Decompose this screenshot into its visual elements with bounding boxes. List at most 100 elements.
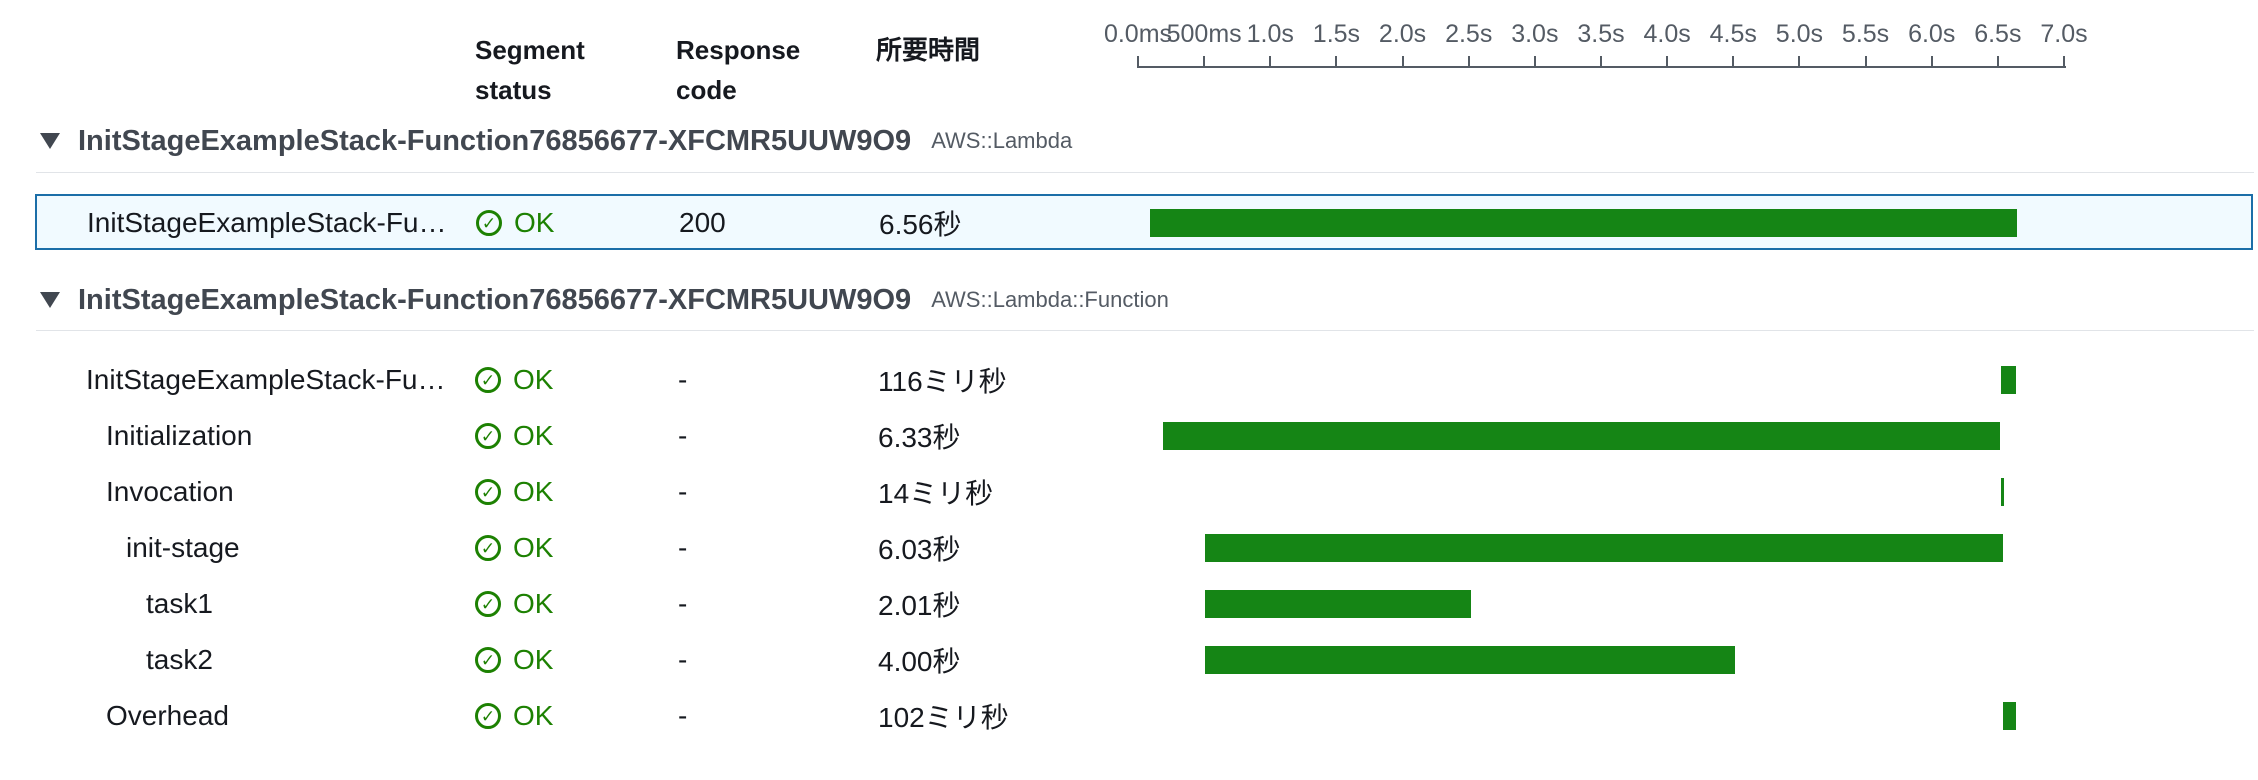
segment-name-cell: task1 bbox=[146, 577, 461, 631]
axis-tick bbox=[1798, 56, 1801, 68]
duration: 6.33秒 bbox=[878, 422, 961, 453]
timeline-bar[interactable] bbox=[1163, 422, 2001, 450]
check-circle-icon: ✓ bbox=[475, 647, 501, 673]
axis-tick-label: 2.5s bbox=[1445, 20, 1493, 48]
segment-name-cell: init-stage bbox=[126, 521, 461, 575]
response-code: - bbox=[678, 700, 688, 731]
timeline-bar[interactable] bbox=[1205, 590, 1472, 618]
status-text: OK bbox=[514, 207, 555, 238]
group-divider bbox=[36, 172, 2254, 173]
segment-name: task1 bbox=[146, 588, 213, 619]
axis-tick-label: 0.0ms bbox=[1103, 20, 1173, 48]
timeline-bar[interactable] bbox=[1205, 534, 2004, 562]
trace-segment-row[interactable]: init-stage ✓ OK - 6.03秒 bbox=[36, 521, 2254, 575]
status-text: OK bbox=[513, 420, 554, 451]
segment-name: task2 bbox=[146, 644, 213, 675]
check-circle-icon: ✓ bbox=[475, 703, 501, 729]
segment-name: Invocation bbox=[106, 476, 234, 507]
trace-segment-row[interactable]: Invocation ✓ OK - 14ミリ秒 bbox=[36, 465, 2254, 519]
axis-tick bbox=[1666, 56, 1669, 68]
segment-name: Initialization bbox=[106, 420, 253, 451]
duration: 6.56秒 bbox=[879, 209, 962, 240]
group-name: InitStageExampleStack-Function76856677-X… bbox=[78, 283, 912, 316]
segment-status-cell: ✓ OK bbox=[475, 353, 553, 407]
check-circle-icon: ✓ bbox=[475, 479, 501, 505]
segment-status-cell: ✓ OK bbox=[475, 577, 553, 631]
segment-status-cell: ✓ OK bbox=[475, 633, 553, 687]
segment-status-cell: ✓ OK bbox=[476, 196, 554, 250]
axis-tick bbox=[1930, 56, 1933, 68]
axis-tick-label: 3.0s bbox=[1511, 20, 1559, 48]
response-code-header-line2: code bbox=[676, 75, 737, 105]
timeline-bar[interactable] bbox=[2000, 366, 2017, 394]
segment-status-header-line1: Segment bbox=[475, 35, 585, 65]
segment-group-lambda: InitStageExampleStack-Function76856677-X… bbox=[40, 117, 1072, 165]
segment-name-cell: Initialization bbox=[106, 409, 461, 463]
segment-name-cell: Invocation bbox=[106, 465, 461, 519]
segment-name: InitStageExampleStack-Func… bbox=[87, 207, 462, 238]
axis-tick-label: 5.0s bbox=[1775, 20, 1824, 48]
check-circle-icon: ✓ bbox=[475, 535, 501, 561]
axis-tick bbox=[1600, 56, 1602, 68]
response-code: - bbox=[678, 420, 688, 451]
column-header-segment-status[interactable]: Segment status bbox=[475, 30, 585, 110]
trace-segment-row[interactable]: task1 ✓ OK - 2.01秒 bbox=[36, 577, 2254, 631]
axis-tick bbox=[1467, 56, 1470, 68]
segment-status-cell: ✓ OK bbox=[475, 521, 553, 575]
segment-name: Overhead bbox=[106, 700, 229, 731]
trace-segment-row[interactable]: Initialization ✓ OK - 6.33秒 bbox=[36, 409, 2254, 463]
status-text: OK bbox=[513, 476, 554, 507]
axis-tick bbox=[1269, 56, 1272, 68]
segment-name-cell: InitStageExampleStack-Func… bbox=[87, 196, 462, 250]
trace-segment-row[interactable]: task2 ✓ OK - 4.00秒 bbox=[36, 633, 2254, 687]
axis-tick-label: 2.0s bbox=[1378, 20, 1427, 48]
axis-tick bbox=[1864, 56, 1867, 68]
axis-tick-label: 500ms bbox=[1166, 20, 1242, 48]
axis-tick-label: 1.5s bbox=[1312, 20, 1361, 48]
trace-segment-row[interactable]: Overhead ✓ OK - 102ミリ秒 bbox=[36, 689, 2254, 743]
axis-tick-label: 4.5s bbox=[1709, 20, 1757, 48]
timeline-bar[interactable] bbox=[2000, 478, 2004, 506]
status-text: OK bbox=[513, 588, 554, 619]
axis-tick-label: 7.0s bbox=[2040, 20, 2088, 48]
axis-tick-label: 6.0s bbox=[1908, 20, 1956, 48]
segment-group-lambda-function: InitStageExampleStack-Function76856677-X… bbox=[40, 276, 1169, 324]
segment-name-cell: InitStageExampleStack-Func… bbox=[86, 353, 461, 407]
collapse-caret-icon[interactable] bbox=[40, 133, 60, 149]
axis-tick-label: 6.5s bbox=[1974, 20, 2022, 48]
duration: 14ミリ秒 bbox=[878, 478, 994, 509]
group-divider bbox=[36, 330, 2254, 331]
status-text: OK bbox=[513, 364, 554, 395]
axis-tick-label: 4.0s bbox=[1643, 20, 1691, 48]
response-code-header-line1: Response bbox=[676, 35, 801, 65]
axis-tick-label: 1.0s bbox=[1246, 20, 1294, 48]
column-header-duration[interactable]: 所要時間 bbox=[876, 30, 980, 70]
axis-tick bbox=[1732, 56, 1735, 68]
trace-segment-row[interactable]: InitStageExampleStack-Func… ✓ OK 200 6.56秒 bbox=[35, 194, 2253, 250]
axis-tick bbox=[1137, 56, 1139, 68]
axis-tick bbox=[1401, 56, 1404, 68]
check-circle-icon: ✓ bbox=[475, 423, 501, 449]
group-type: AWS::Lambda::Function bbox=[931, 287, 1169, 312]
check-circle-icon: ✓ bbox=[475, 591, 501, 617]
duration: 6.03秒 bbox=[878, 534, 961, 565]
axis-tick-label: 5.5s bbox=[1841, 20, 1890, 48]
axis-tick bbox=[2063, 56, 2065, 68]
timeline-bar[interactable] bbox=[1149, 209, 2018, 237]
response-code: - bbox=[678, 364, 688, 395]
response-code: - bbox=[678, 532, 688, 563]
collapse-caret-icon[interactable] bbox=[40, 292, 60, 308]
status-text: OK bbox=[513, 700, 554, 731]
response-code: 200 bbox=[679, 207, 726, 238]
column-header-response-code[interactable]: Response code bbox=[676, 30, 800, 110]
segment-status-header-line2: status bbox=[475, 75, 552, 105]
trace-segment-row[interactable]: InitStageExampleStack-Func… ✓ OK - 116ミリ秒 bbox=[36, 353, 2254, 407]
timeline-bar[interactable] bbox=[1205, 646, 1735, 674]
segment-status-cell: ✓ OK bbox=[475, 689, 553, 743]
duration: 116ミリ秒 bbox=[878, 366, 1007, 397]
axis-tick bbox=[1203, 56, 1206, 68]
duration: 4.00秒 bbox=[878, 646, 961, 677]
status-text: OK bbox=[513, 532, 554, 563]
segment-status-cell: ✓ OK bbox=[475, 465, 553, 519]
timeline-bar[interactable] bbox=[2003, 702, 2017, 730]
